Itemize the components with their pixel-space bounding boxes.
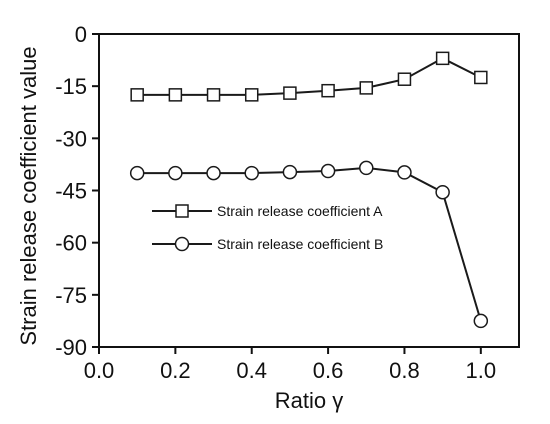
y-tick-label: -60: [55, 231, 87, 256]
y-axis-ticks: 0 -15 -30 -45 -60 -75 -90: [55, 22, 99, 360]
data-point-a: [359, 81, 374, 95]
x-tick-label: 1.0: [466, 358, 497, 383]
legend-entry-a: Strain release coefficient A: [152, 203, 383, 219]
y-tick-label: -90: [55, 335, 87, 360]
legend-label-a: Strain release coefficient A: [217, 203, 383, 219]
data-point-a: [321, 83, 335, 98]
legend-marker-a: [175, 204, 189, 218]
x-tick-label: 0.2: [160, 358, 191, 383]
data-point-b: [129, 165, 145, 181]
x-tick-label: 0.6: [313, 358, 344, 383]
y-tick-label: -45: [55, 179, 87, 204]
legend: Strain release coefficient A Strain rele…: [152, 203, 383, 252]
legend-entry-b: Strain release coefficient B: [152, 236, 383, 252]
data-point-a: [168, 88, 183, 102]
legend-marker-b: [174, 236, 190, 252]
data-point-a: [283, 86, 297, 100]
data-point-b: [206, 165, 221, 181]
y-tick-label: -75: [55, 283, 87, 308]
data-point-b: [168, 165, 183, 181]
data-point-b: [397, 165, 412, 180]
series-layer: [129, 51, 489, 329]
data-point-a: [474, 70, 488, 85]
data-point-b: [473, 313, 489, 329]
plot-frame: [98, 33, 520, 348]
y-axis-title: Strain release coefficient value: [16, 46, 41, 345]
data-point-b: [282, 164, 298, 180]
data-point-a: [206, 88, 221, 102]
data-point-a: [397, 72, 412, 86]
data-point-b: [359, 160, 374, 176]
data-point-a: [435, 51, 450, 66]
x-tick-label: 0.4: [236, 358, 267, 383]
y-tick-label: 0: [75, 22, 87, 47]
data-point-b: [435, 184, 450, 200]
y-tick-label: -15: [55, 74, 87, 99]
x-tick-label: 0.0: [84, 358, 115, 383]
x-tick-label: 0.8: [389, 358, 420, 383]
data-point-a: [130, 88, 144, 102]
x-axis-title: Ratio γ: [275, 388, 343, 413]
data-point-b: [244, 165, 259, 181]
x-axis-ticks: 0.0 0.2 0.4 0.6 0.8 1.0: [84, 347, 496, 383]
series-line-a: [137, 57, 482, 96]
data-point-b: [320, 163, 336, 179]
legend-label-b: Strain release coefficient B: [217, 236, 383, 252]
y-tick-label: -30: [55, 126, 87, 151]
series-line-b: [137, 166, 482, 322]
data-point-a: [244, 88, 259, 102]
